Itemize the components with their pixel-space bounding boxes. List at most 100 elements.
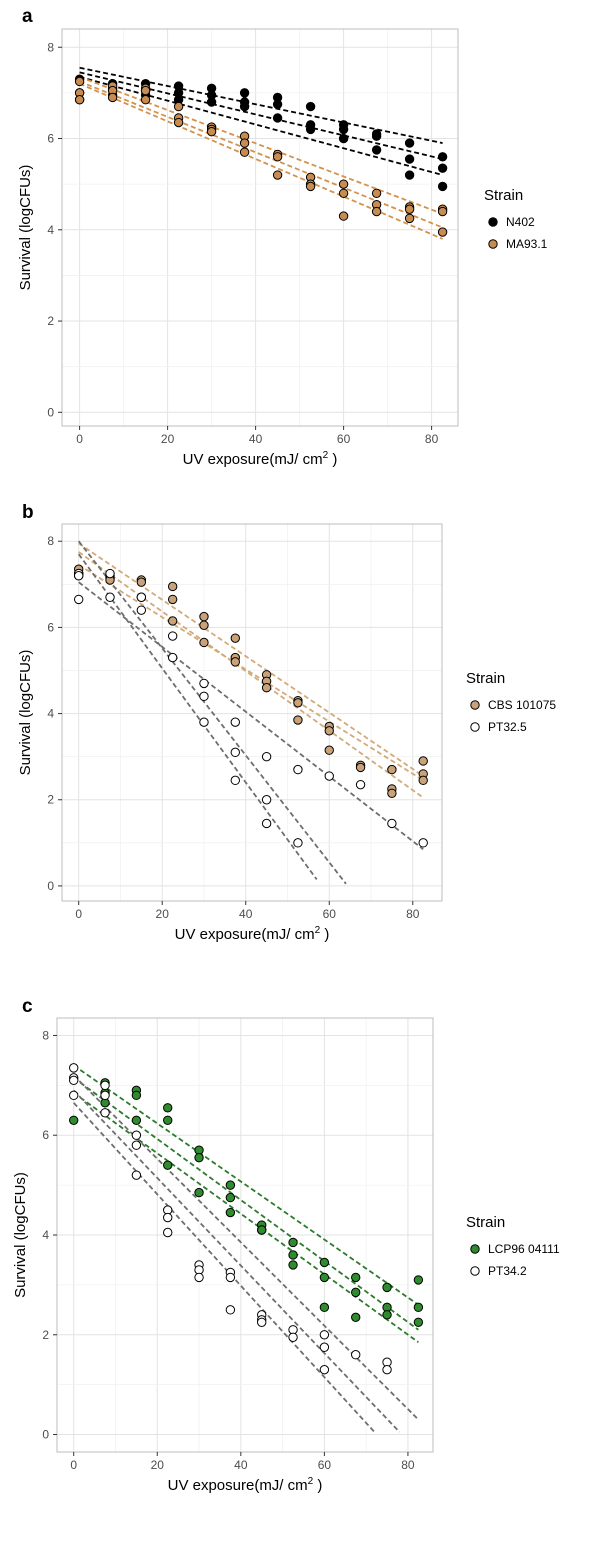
data-point bbox=[288, 1260, 298, 1270]
data-point bbox=[136, 577, 147, 587]
data-point bbox=[371, 145, 382, 155]
data-point bbox=[230, 657, 240, 667]
data-point bbox=[338, 179, 349, 189]
y-tick-label: 6 bbox=[47, 620, 54, 634]
data-point bbox=[319, 1364, 330, 1375]
data-point bbox=[230, 747, 240, 758]
data-point bbox=[351, 1272, 361, 1283]
chart-panel-a: a 0 20 40 60 80 0 2 4 6 8 UV exposure(mJ/ cm2 ) Surv… bbox=[17, 6, 548, 468]
data-point bbox=[163, 1212, 173, 1223]
legend-item-label: PT34.2 bbox=[488, 1264, 527, 1278]
data-point bbox=[74, 594, 84, 605]
data-point bbox=[225, 1192, 236, 1203]
y-tick-label: 4 bbox=[47, 223, 54, 237]
y-axis-label: Survival (logCFUs) bbox=[12, 1172, 29, 1298]
fit-line bbox=[79, 76, 443, 215]
fit-line bbox=[73, 1064, 419, 1306]
data-point bbox=[371, 206, 382, 217]
legend-title: Strain bbox=[466, 670, 505, 687]
x-axis-label: UV exposure(mJ/ cm2 ) bbox=[168, 1476, 323, 1494]
data-point bbox=[69, 1115, 79, 1125]
data-point bbox=[173, 101, 184, 112]
data-point bbox=[230, 775, 240, 786]
x-tick-label: 60 bbox=[337, 432, 351, 446]
data-point bbox=[324, 745, 334, 755]
data-point bbox=[437, 227, 448, 237]
legend: Strain LCP96 04111 PT34.2 bbox=[466, 1214, 560, 1278]
y-tick-label: 2 bbox=[47, 314, 54, 328]
x-tick-label: 40 bbox=[234, 1458, 248, 1472]
data-point bbox=[167, 616, 178, 626]
data-point bbox=[351, 1312, 361, 1323]
plot-border bbox=[61, 28, 459, 427]
data-point bbox=[293, 715, 303, 725]
y-axis-label: Survival (logCFUs) bbox=[17, 165, 34, 291]
data-point bbox=[382, 1282, 392, 1293]
x-tick-label: 20 bbox=[161, 432, 175, 446]
data-point bbox=[319, 1342, 330, 1352]
x-tick-label: 20 bbox=[156, 907, 170, 921]
data-point bbox=[225, 1272, 236, 1283]
fit-line bbox=[73, 1092, 419, 1343]
data-point bbox=[163, 1160, 173, 1170]
data-point bbox=[288, 1237, 298, 1248]
data-point bbox=[305, 124, 316, 135]
legend: Strain N402 MA93.1 bbox=[484, 187, 548, 251]
x-tick-label: 0 bbox=[70, 1458, 77, 1472]
data-point bbox=[131, 1130, 142, 1140]
data-point bbox=[167, 652, 178, 663]
data-point bbox=[225, 1180, 236, 1190]
fit-line bbox=[79, 71, 443, 160]
gridlines bbox=[62, 524, 442, 901]
x-tick-label: 80 bbox=[401, 1458, 415, 1472]
data-point bbox=[131, 1140, 142, 1150]
plot-background bbox=[62, 524, 442, 901]
data-point bbox=[305, 101, 316, 112]
data-point bbox=[167, 581, 178, 592]
data-point bbox=[257, 1225, 267, 1235]
data-point bbox=[261, 751, 272, 762]
data-point bbox=[319, 1302, 330, 1313]
data-point bbox=[338, 133, 349, 144]
plot-border bbox=[61, 523, 443, 902]
data-point bbox=[293, 764, 303, 775]
data-point bbox=[413, 1275, 424, 1285]
x-tick-label: 40 bbox=[239, 907, 253, 921]
data-point bbox=[387, 764, 397, 775]
data-point bbox=[351, 1350, 361, 1360]
data-point bbox=[230, 717, 240, 727]
data-point bbox=[404, 138, 415, 148]
data-point bbox=[199, 611, 209, 622]
data-point bbox=[355, 779, 366, 790]
data-point bbox=[163, 1227, 173, 1238]
data-point bbox=[206, 126, 217, 137]
data-point bbox=[261, 818, 272, 829]
data-point bbox=[272, 170, 283, 180]
data-point bbox=[418, 756, 428, 766]
data-point bbox=[199, 620, 209, 630]
y-tick-label: 0 bbox=[47, 405, 54, 419]
legend-key bbox=[470, 1244, 480, 1254]
data-point bbox=[272, 152, 283, 162]
data-point bbox=[173, 117, 184, 128]
data-point bbox=[293, 838, 303, 848]
data-point bbox=[404, 154, 415, 164]
legend-item-label: CBS 101075 bbox=[488, 698, 556, 712]
data-point bbox=[338, 211, 349, 221]
gridlines bbox=[57, 1018, 433, 1452]
data-point bbox=[163, 1103, 173, 1113]
y-tick-label: 8 bbox=[42, 1028, 49, 1042]
x-tick-label: 80 bbox=[425, 432, 439, 446]
y-tick-label: 6 bbox=[47, 132, 54, 146]
fit-line bbox=[73, 1074, 420, 1421]
data-point bbox=[194, 1152, 204, 1163]
data-point bbox=[131, 1115, 142, 1125]
data-point bbox=[404, 204, 415, 214]
data-point bbox=[319, 1330, 330, 1340]
fit-line bbox=[77, 553, 318, 880]
data-point bbox=[136, 592, 147, 602]
data-point bbox=[105, 568, 115, 579]
data-point bbox=[131, 1090, 142, 1101]
data-point bbox=[387, 818, 397, 829]
